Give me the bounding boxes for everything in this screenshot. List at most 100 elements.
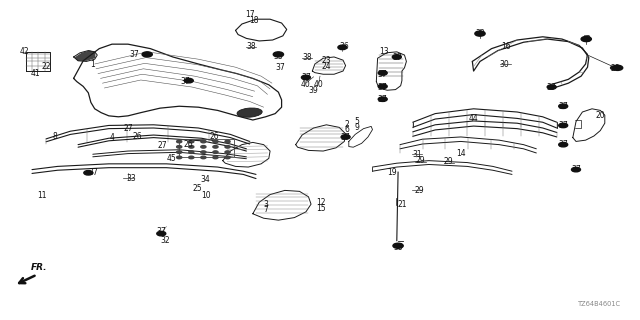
Text: 37: 37: [340, 133, 351, 142]
Text: 37: 37: [547, 83, 557, 92]
Text: 37: 37: [571, 165, 581, 174]
Text: 30: 30: [499, 60, 509, 69]
Text: 37: 37: [301, 73, 311, 82]
Text: 29: 29: [443, 157, 453, 166]
Circle shape: [559, 142, 568, 147]
Text: 39: 39: [308, 86, 319, 95]
Text: 45: 45: [166, 154, 177, 163]
Text: 25: 25: [192, 184, 202, 193]
Circle shape: [378, 71, 387, 75]
Circle shape: [301, 75, 310, 80]
Text: 5: 5: [355, 117, 360, 126]
Text: 37: 37: [378, 83, 388, 92]
Circle shape: [338, 45, 347, 50]
Circle shape: [225, 140, 230, 143]
Circle shape: [213, 151, 218, 153]
Text: 7: 7: [263, 205, 268, 214]
Text: 22: 22: [42, 62, 51, 71]
Circle shape: [559, 123, 568, 128]
Text: 24: 24: [321, 62, 332, 71]
Text: 1: 1: [90, 60, 95, 68]
Text: 37: 37: [392, 53, 402, 62]
Text: 4: 4: [109, 133, 115, 142]
Ellipse shape: [237, 108, 262, 117]
Circle shape: [84, 171, 93, 175]
Text: TZ64B4601C: TZ64B4601C: [578, 301, 621, 307]
Circle shape: [225, 146, 230, 148]
Polygon shape: [76, 51, 95, 60]
Circle shape: [142, 52, 152, 57]
Circle shape: [213, 140, 218, 143]
Circle shape: [475, 31, 485, 36]
Circle shape: [177, 151, 182, 153]
Text: 31: 31: [412, 150, 422, 159]
Circle shape: [581, 36, 591, 42]
Circle shape: [273, 52, 284, 57]
Text: 6: 6: [344, 125, 349, 134]
Text: 37: 37: [129, 50, 140, 59]
Text: 32: 32: [160, 236, 170, 245]
Text: 26: 26: [132, 132, 143, 140]
Circle shape: [213, 146, 218, 148]
Circle shape: [201, 140, 206, 143]
Circle shape: [378, 97, 387, 101]
Circle shape: [559, 104, 568, 108]
Text: 41: 41: [30, 69, 40, 78]
Text: 38: 38: [246, 42, 256, 51]
Text: 37: 37: [275, 63, 285, 72]
Text: 37: 37: [156, 227, 166, 236]
Circle shape: [225, 156, 230, 159]
Text: 3: 3: [263, 200, 268, 209]
Text: 40: 40: [301, 80, 311, 89]
Text: FR.: FR.: [31, 263, 47, 272]
Circle shape: [547, 85, 556, 89]
Text: 37: 37: [180, 77, 191, 86]
Circle shape: [612, 65, 623, 70]
Circle shape: [177, 140, 182, 143]
Text: 29: 29: [414, 186, 424, 195]
Text: 10: 10: [201, 191, 211, 200]
Circle shape: [572, 167, 580, 172]
Circle shape: [189, 146, 194, 148]
Circle shape: [201, 156, 206, 159]
Text: 21: 21: [397, 200, 406, 209]
Text: 27: 27: [123, 124, 133, 132]
Text: 15: 15: [316, 204, 326, 212]
Text: 34: 34: [200, 175, 210, 184]
Text: 27: 27: [157, 141, 167, 150]
Text: 19: 19: [387, 168, 397, 177]
Text: 36: 36: [339, 42, 349, 51]
Circle shape: [189, 151, 194, 153]
Text: 17: 17: [244, 10, 255, 19]
Circle shape: [378, 84, 387, 89]
Circle shape: [189, 140, 194, 143]
Text: 38: 38: [302, 53, 312, 62]
Text: 30: 30: [475, 29, 485, 38]
Text: 9: 9: [355, 123, 360, 132]
Text: 13: 13: [379, 47, 389, 56]
Circle shape: [393, 243, 403, 248]
Circle shape: [225, 151, 230, 153]
Circle shape: [177, 156, 182, 159]
Circle shape: [157, 231, 166, 236]
Circle shape: [201, 146, 206, 148]
Text: 33: 33: [273, 52, 284, 60]
Text: 29: 29: [415, 156, 426, 165]
Text: 2: 2: [344, 120, 349, 129]
Text: 23: 23: [321, 56, 332, 65]
Text: 37: 37: [558, 140, 568, 149]
Circle shape: [392, 55, 401, 59]
Text: 37: 37: [378, 70, 388, 79]
Text: 44: 44: [468, 114, 479, 123]
Text: 14: 14: [456, 149, 466, 158]
Text: 43: 43: [581, 35, 591, 44]
Text: 35: 35: [394, 244, 404, 252]
Text: 20: 20: [595, 111, 605, 120]
Text: 26: 26: [209, 132, 220, 141]
Text: 37: 37: [558, 121, 568, 130]
Text: 12: 12: [317, 198, 326, 207]
Circle shape: [201, 151, 206, 153]
Text: 37: 37: [88, 168, 98, 177]
Text: 42: 42: [19, 47, 29, 56]
Text: 11: 11: [37, 191, 46, 200]
